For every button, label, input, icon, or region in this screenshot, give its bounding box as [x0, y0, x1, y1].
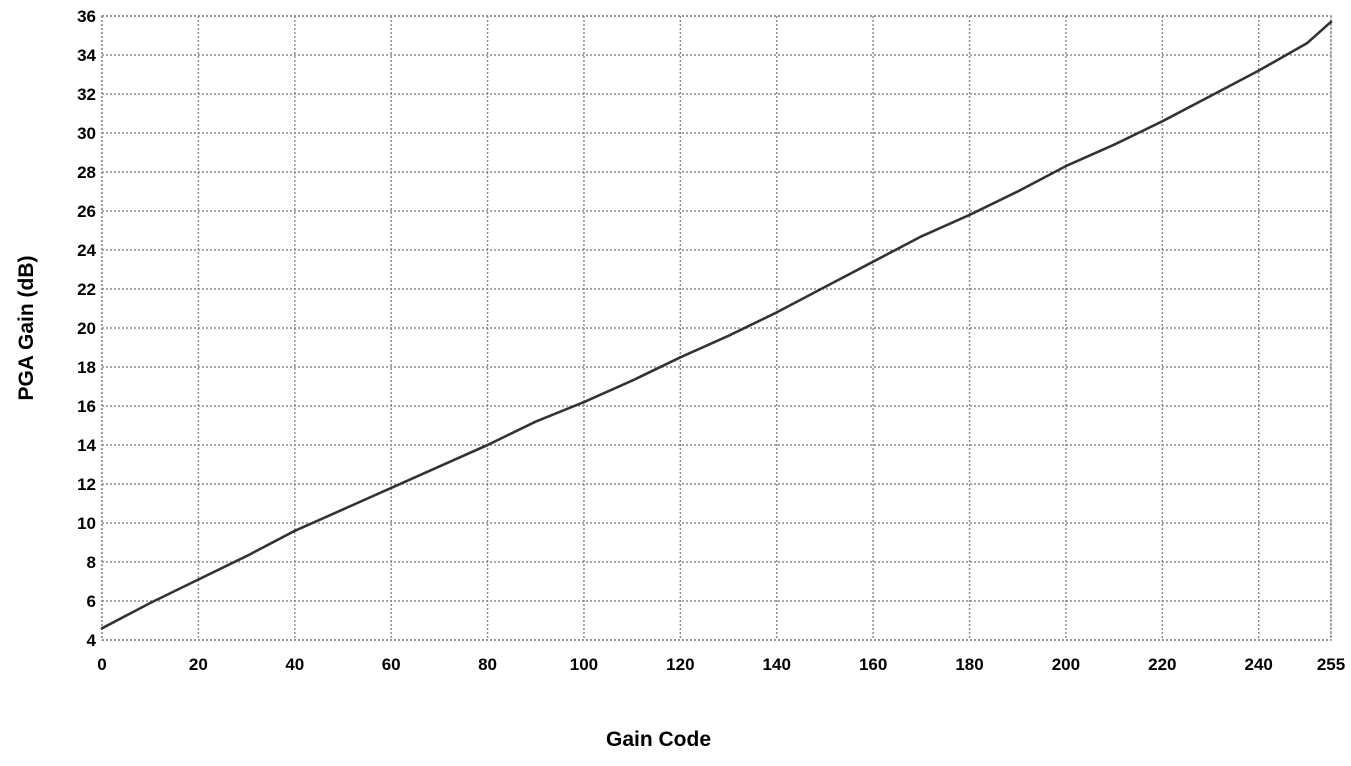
y-tick-label: 30 [77, 124, 96, 143]
data-point [679, 356, 682, 359]
y-tick-label: 34 [77, 46, 96, 65]
x-tick-label: 200 [1052, 655, 1080, 674]
data-point [871, 260, 875, 263]
data-point [341, 508, 345, 511]
x-tick-label: 160 [859, 655, 887, 674]
y-tick-label: 22 [77, 280, 96, 299]
data-point [1112, 143, 1116, 146]
data-point [1016, 190, 1019, 193]
data-point [582, 400, 586, 404]
x-tick-label: 220 [1148, 655, 1176, 674]
y-tick-label: 24 [77, 241, 96, 260]
data-point [438, 465, 441, 468]
y-tick-label: 16 [77, 397, 96, 416]
y-tick-label: 32 [77, 85, 96, 104]
x-tick-label: 20 [189, 655, 208, 674]
y-tick-label: 36 [77, 7, 96, 26]
x-tick-label: 100 [570, 655, 598, 674]
data-point [1257, 69, 1260, 72]
data-point [100, 627, 104, 630]
data-point [197, 578, 200, 581]
y-tick-label: 26 [77, 202, 96, 221]
data-point [486, 443, 489, 447]
x-tick-label: 0 [97, 655, 106, 674]
x-tick-label: 140 [763, 655, 791, 674]
series-layer [100, 20, 1333, 630]
x-tick-label: 240 [1245, 655, 1273, 674]
y-tick-label: 10 [77, 514, 96, 533]
data-point [775, 311, 778, 314]
y-tick-label: 12 [77, 475, 96, 494]
data-point [293, 529, 296, 532]
x-tick-label: 120 [666, 655, 694, 674]
data-point [534, 420, 537, 423]
x-tick-label: 60 [382, 655, 401, 674]
y-tick-label: 8 [87, 553, 96, 572]
y-tick-label: 20 [77, 319, 96, 338]
y-tick-label: 4 [87, 631, 97, 650]
data-point [389, 486, 393, 490]
data-point [1064, 164, 1068, 168]
x-tick-label: 255 [1317, 655, 1345, 674]
plot-frame [101, 15, 1332, 641]
y-axis-title: PGA Gain (dB) [15, 255, 38, 400]
data-point [968, 213, 971, 217]
x-tick-label: 40 [285, 655, 304, 674]
x-tick-label: 180 [955, 655, 983, 674]
data-point [920, 235, 923, 238]
y-axis-ticks: 4 6 8 10 12 14 16 18 20 22 24 26 28 30 32 34 36 [77, 7, 96, 650]
grid [101, 15, 1332, 641]
x-axis-ticks: 0 20 40 60 80 100 120 140 160 180 200 220 240 255 [97, 655, 1345, 674]
data-point [727, 334, 730, 337]
y-tick-label: 18 [77, 358, 96, 377]
data-point [245, 554, 248, 558]
y-tick-label: 14 [77, 436, 96, 455]
data-point [1209, 94, 1212, 98]
data-point [1161, 120, 1164, 123]
x-tick-label: 80 [478, 655, 497, 674]
x-axis-title: Gain Code [606, 728, 711, 751]
data-point [148, 601, 152, 605]
data-point [1329, 20, 1333, 24]
series-line [100, 20, 1333, 630]
data-point [823, 285, 827, 289]
data-point [630, 379, 634, 382]
data-point [1305, 42, 1309, 45]
y-tick-label: 6 [87, 592, 96, 611]
y-tick-label: 28 [77, 163, 96, 182]
